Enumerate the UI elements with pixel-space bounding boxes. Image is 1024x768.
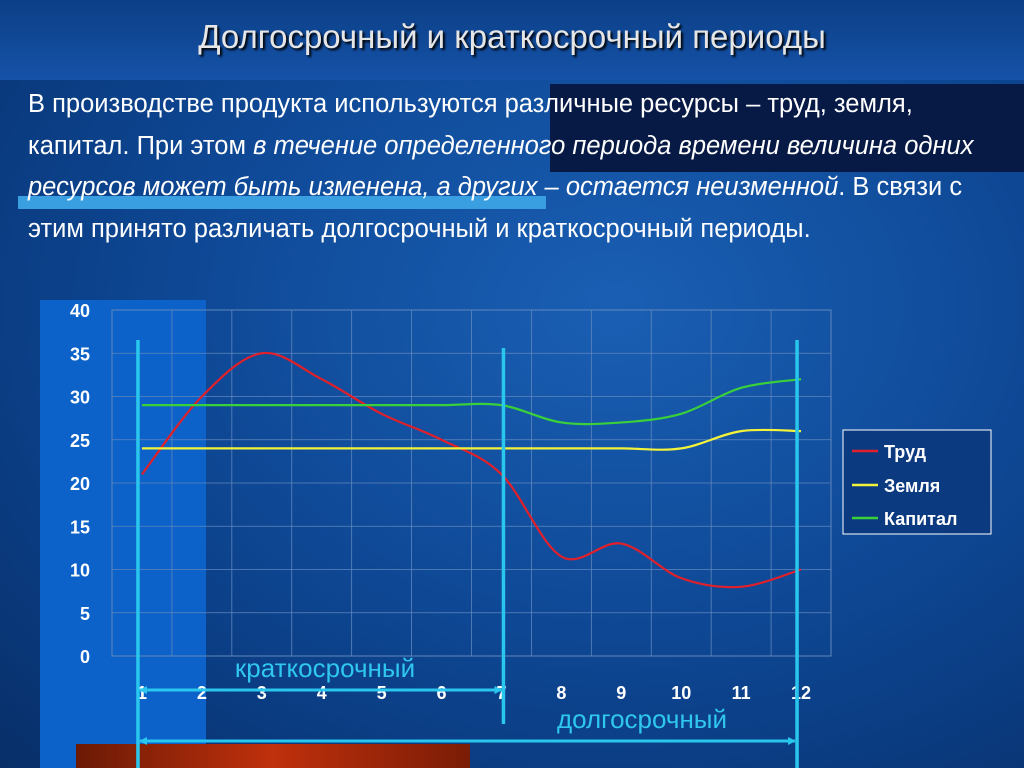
y-tick-label: 20 xyxy=(70,474,90,494)
series-lines xyxy=(141,351,802,589)
legend-label-labor: Труд xyxy=(884,442,927,462)
cyan-accent-bar xyxy=(18,196,546,209)
title-bar-background xyxy=(0,0,1024,80)
series-line-labor xyxy=(141,351,802,589)
slide-title: Долгосрочный и краткосрочный периоды xyxy=(198,18,826,55)
period-markers xyxy=(136,340,799,768)
y-tick-label: 10 xyxy=(70,561,90,581)
y-tick-label: 5 xyxy=(80,604,90,624)
gridlines xyxy=(111,309,832,657)
y-tick-label: 35 xyxy=(70,344,90,364)
x-tick-label: 10 xyxy=(671,683,691,703)
y-axis-tick-labels: 0 5 10 15 20 25 30 35 40 xyxy=(70,301,90,667)
x-tick-label: 2 xyxy=(197,683,207,703)
y-tick-label: 30 xyxy=(70,388,90,408)
long-term-label: долгосрочный xyxy=(557,704,727,734)
legend-box xyxy=(842,429,992,535)
x-tick-label: 4 xyxy=(317,683,327,703)
paragraph-text-italic: в течение определенного периода времени … xyxy=(28,131,974,202)
legend-label-capital: Капитал xyxy=(884,509,957,529)
x-tick-label: 8 xyxy=(556,683,566,703)
paragraph-text-end: . В связи с этим принято различать долго… xyxy=(28,173,963,243)
y-tick-label: 15 xyxy=(70,517,90,537)
x-tick-label: 5 xyxy=(377,683,387,703)
x-tick-label: 11 xyxy=(732,683,751,703)
x-tick-label: 9 xyxy=(616,683,626,703)
red-accent-bar xyxy=(76,744,470,768)
x-tick-label: 12 xyxy=(791,683,811,703)
short-term-label: краткосрочный xyxy=(235,653,415,683)
x-tick-label: 3 xyxy=(257,683,267,703)
intro-paragraph: В производстве продукта используются раз… xyxy=(28,84,1018,250)
x-tick-label: 6 xyxy=(437,683,447,703)
x-axis-tick-labels: 1 2 3 4 5 6 7 8 9 10 11 12 xyxy=(137,683,811,703)
y-tick-label: 25 xyxy=(70,431,90,451)
dark-accent-strip xyxy=(550,84,1024,172)
series-line-capital xyxy=(141,378,802,426)
paragraph-text-start: В производстве продукта используются раз… xyxy=(28,90,913,160)
legend: Труд Земля Капитал xyxy=(842,429,992,535)
legend-label-land: Земля xyxy=(884,476,940,496)
y-tick-label: 40 xyxy=(70,301,90,321)
series-line-land xyxy=(141,428,802,451)
y-tick-label: 0 xyxy=(80,647,90,667)
